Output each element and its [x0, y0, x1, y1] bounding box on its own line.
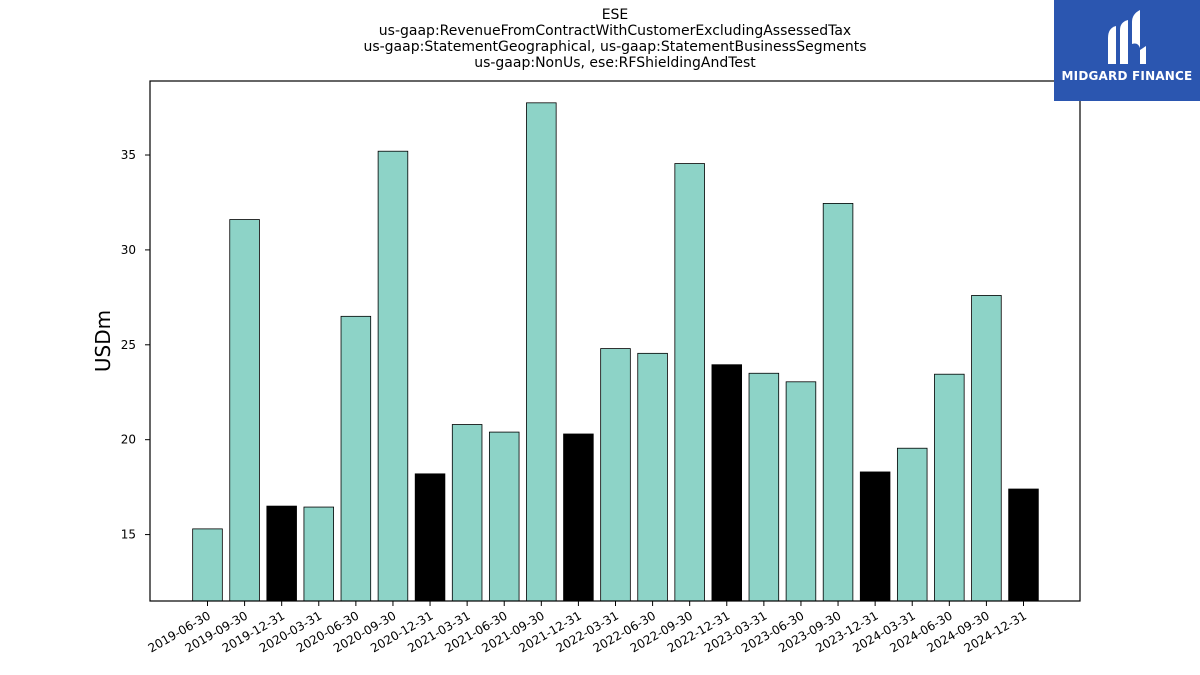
bar-2020-12-31 [414, 473, 446, 602]
bar-2019-12-31 [266, 505, 297, 602]
bar-2024-09-30 [971, 295, 1002, 602]
bar-2022-12-31 [711, 364, 743, 602]
bar-2024-12-31 [1008, 488, 1039, 602]
bar-2020-03-31 [303, 506, 335, 602]
bar-2021-09-30 [526, 102, 557, 602]
logo-brand-text: MIDGARD FINANCE [1061, 69, 1193, 83]
bar-2022-06-30 [637, 352, 668, 602]
chart-title: ESE [601, 7, 629, 23]
logo-mark-icon [1108, 10, 1146, 64]
chart-subtitle-1: us-gaap:RevenueFromContractWithCustomerE… [378, 23, 852, 39]
bar-2023-03-31 [748, 372, 780, 602]
bar-2021-12-31 [563, 433, 594, 602]
y-tick-label: 20 [121, 433, 136, 447]
bar-2023-06-30 [785, 381, 817, 602]
y-tick-label: 35 [121, 148, 136, 162]
y-axis-label: USDm [91, 310, 115, 372]
chart-subtitle-3: us-gaap:NonUs, ese:RFShieldingAndTest [474, 55, 756, 71]
y-tick-label: 15 [121, 528, 136, 542]
midgard-finance-logo: MIDGARD FINANCE [1054, 0, 1200, 101]
y-axis: 15 20 25 30 35 [121, 148, 150, 542]
bar-2019-06-30 [192, 528, 223, 602]
chart-titles: ESE us-gaap:RevenueFromContractWithCusto… [150, 7, 1080, 71]
x-axis: 2019-06-302019-09-302019-12-312020-03-31… [146, 601, 1029, 655]
bar-2019-09-30 [229, 219, 260, 602]
bar-2020-06-30 [340, 315, 372, 602]
bar-2022-09-30 [674, 163, 705, 602]
bars-group [192, 102, 1039, 602]
bar-2020-09-30 [377, 150, 409, 602]
bar-2022-03-31 [600, 348, 631, 602]
bar-2023-12-31 [859, 471, 891, 602]
bar-2021-03-31 [451, 424, 483, 602]
chart-subtitle-2: us-gaap:StatementGeographical, us-gaap:S… [363, 39, 867, 55]
bar-2024-06-30 [934, 373, 965, 602]
y-tick-label: 30 [121, 243, 136, 257]
bar-2024-03-31 [896, 447, 928, 602]
bar-2021-06-30 [488, 431, 520, 602]
y-tick-label: 25 [121, 338, 136, 352]
bar-2023-09-30 [822, 203, 854, 602]
